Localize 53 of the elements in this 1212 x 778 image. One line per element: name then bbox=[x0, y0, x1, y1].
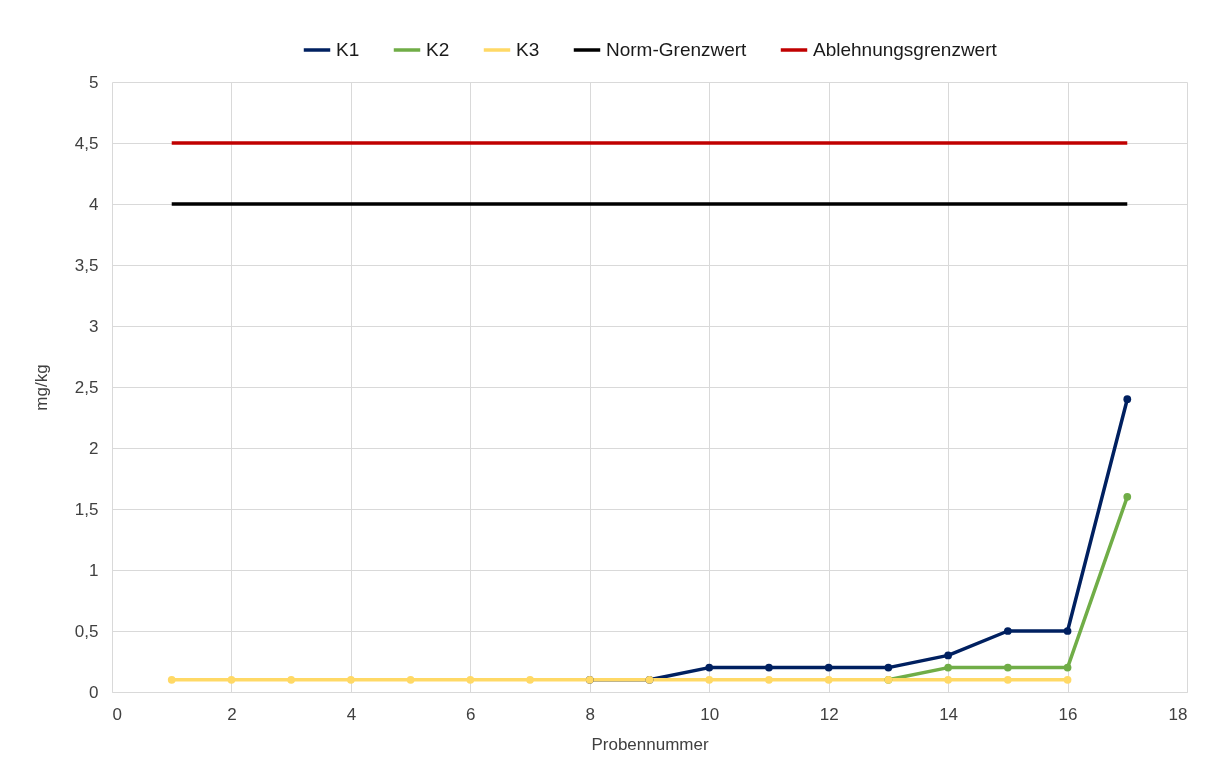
point bbox=[1123, 492, 1132, 501]
point bbox=[1063, 663, 1072, 672]
point bbox=[1003, 675, 1012, 684]
point bbox=[765, 663, 773, 672]
point bbox=[347, 675, 355, 684]
point bbox=[1123, 395, 1132, 404]
point bbox=[1063, 675, 1072, 684]
x-tick-label: 18 bbox=[1168, 704, 1188, 724]
x-tick-label: 16 bbox=[1058, 704, 1078, 724]
point bbox=[944, 651, 952, 660]
x-tick-label: 0 bbox=[112, 704, 122, 724]
x-tick-label: 2 bbox=[227, 704, 237, 724]
y-tick-label: 2,5 bbox=[74, 377, 99, 397]
legend-label: K1 bbox=[336, 39, 360, 60]
x-tick-label: 12 bbox=[819, 704, 839, 724]
y-tick-label: 2 bbox=[89, 438, 99, 458]
y-tick-label: 0 bbox=[89, 682, 99, 702]
point bbox=[227, 675, 236, 684]
point bbox=[705, 663, 714, 672]
point bbox=[1003, 663, 1012, 672]
legend-label: Ablehnungsgrenzwert bbox=[813, 39, 998, 60]
point bbox=[287, 675, 296, 684]
point bbox=[824, 663, 833, 672]
y-tick-label: 4,5 bbox=[74, 133, 99, 153]
y-tick-label: 0,5 bbox=[74, 621, 99, 641]
x-tick-label: 10 bbox=[700, 704, 720, 724]
y-tick-label: 1,5 bbox=[74, 499, 99, 519]
point bbox=[1063, 627, 1072, 635]
y-tick-label: 3 bbox=[89, 316, 99, 336]
point bbox=[765, 675, 773, 684]
legend-label: K3 bbox=[516, 39, 540, 60]
point bbox=[884, 663, 893, 672]
point bbox=[526, 675, 534, 684]
point bbox=[1003, 627, 1012, 635]
point bbox=[406, 675, 415, 684]
x-tick-label: 6 bbox=[466, 704, 476, 724]
y-axis-title: mg/kg bbox=[31, 364, 51, 411]
point bbox=[824, 675, 833, 684]
legend-label: Norm-Grenzwert bbox=[606, 39, 748, 60]
point bbox=[944, 675, 952, 684]
x-tick-label: 4 bbox=[346, 704, 357, 724]
legend-label: K2 bbox=[426, 39, 450, 60]
point bbox=[466, 675, 475, 684]
y-tick-label: 3,5 bbox=[74, 255, 99, 275]
y-tick-label: 4 bbox=[89, 194, 99, 214]
y-tick-label: 1 bbox=[89, 560, 99, 580]
x-tick-label: 14 bbox=[939, 704, 959, 724]
y-tick-label: 5 bbox=[89, 72, 99, 92]
x-tick-label: 8 bbox=[585, 704, 596, 724]
point bbox=[944, 663, 952, 672]
point bbox=[705, 675, 714, 684]
point bbox=[167, 675, 176, 684]
x-axis-title: Probennummer bbox=[591, 734, 709, 754]
